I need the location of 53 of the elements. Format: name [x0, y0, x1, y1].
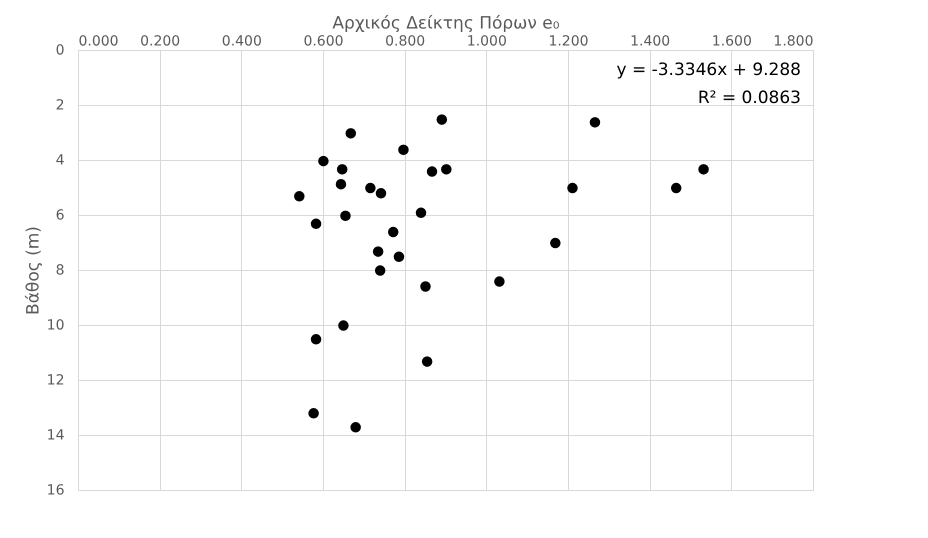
point [374, 265, 386, 276]
y-tick-label: 2 [56, 98, 64, 114]
y-tick-label: 0 [56, 42, 64, 58]
point [426, 166, 438, 177]
point [310, 334, 322, 345]
y-axis-title: Βάθος (m) [24, 226, 44, 315]
x-tick-label: 0.200 [140, 34, 180, 50]
point [422, 356, 432, 367]
x-axis-title: Αρχικός Δείκτης Πόρων e₀ [332, 14, 560, 34]
x-tick-label: 1.000 [466, 34, 507, 50]
point [340, 210, 351, 222]
point [420, 281, 431, 292]
point [310, 218, 322, 230]
y-tick-label: 8 [56, 262, 64, 278]
x-tick-label: 1.200 [548, 34, 589, 50]
point [670, 182, 682, 194]
point [336, 178, 346, 190]
annotation: R² = 0.0863 [698, 88, 801, 108]
point [590, 117, 600, 128]
point [372, 246, 384, 257]
point [441, 164, 452, 175]
point [346, 128, 356, 139]
x-tick-label: 0.400 [222, 34, 262, 50]
y-tick-label: 14 [46, 428, 65, 444]
y-tick-label: 16 [46, 482, 65, 498]
point [436, 114, 448, 125]
y-tick-label: 10 [46, 318, 64, 334]
x-tick-label: 0.600 [303, 34, 344, 50]
point [336, 164, 348, 175]
x-tick-label: 1.800 [773, 34, 814, 50]
annotation: y = -3.3346x + 9.288 [616, 60, 801, 80]
x-tick-label: 0.000 [78, 34, 119, 50]
point [494, 276, 505, 287]
y-tick-label: 6 [56, 208, 65, 224]
x-tick-label: 1.400 [630, 34, 670, 50]
y-tick-label: 12 [46, 372, 64, 388]
point [308, 408, 319, 419]
point [376, 188, 386, 199]
point [398, 144, 409, 156]
point [416, 208, 426, 218]
point [350, 422, 361, 433]
point [550, 238, 561, 248]
y-tick-label: 4 [56, 152, 65, 168]
point [294, 191, 305, 202]
point [338, 320, 349, 331]
point [698, 164, 709, 175]
point [318, 156, 329, 166]
point [394, 252, 404, 262]
x-tick-label: 1.600 [712, 34, 752, 50]
point [388, 226, 398, 238]
point [365, 182, 376, 194]
x-tick-label: 0.800 [385, 34, 426, 50]
point [567, 182, 578, 194]
